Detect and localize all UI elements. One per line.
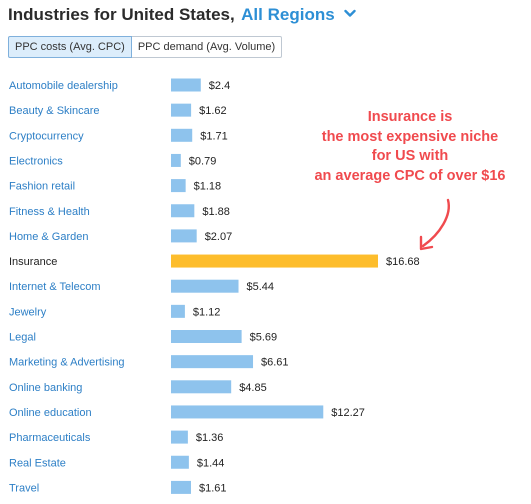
category-label-beauty-skincare[interactable]: Beauty & Skincare	[9, 105, 100, 117]
bar-internet-telecom	[171, 279, 239, 293]
value-label-real-estate: $1.44	[197, 457, 225, 469]
category-label-electronics[interactable]: Electronics	[9, 155, 63, 167]
bar-fashion-retail	[171, 179, 186, 193]
bar-pharmaceuticals	[171, 430, 188, 444]
category-label-automobile-dealership[interactable]: Automobile dealership	[9, 80, 118, 92]
value-label-insurance: $16.68	[386, 256, 420, 268]
value-label-home-garden: $2.07	[205, 231, 233, 243]
category-label-real-estate[interactable]: Real Estate	[9, 457, 66, 469]
category-label-internet-telecom[interactable]: Internet & Telecom	[9, 281, 101, 293]
category-label-online-education[interactable]: Online education	[9, 407, 92, 419]
bar-marketing-advertising	[171, 355, 254, 369]
bar-electronics	[171, 153, 181, 167]
category-label-online-banking[interactable]: Online banking	[9, 382, 82, 394]
value-label-fashion-retail: $1.18	[194, 181, 222, 193]
category-label-fashion-retail[interactable]: Fashion retail	[9, 181, 75, 193]
tab-ppc-demand[interactable]: PPC demand (Avg. Volume)	[131, 36, 283, 58]
value-label-online-education: $12.27	[331, 407, 365, 419]
metric-tabs: PPC costs (Avg. CPC) PPC demand (Avg. Vo…	[8, 36, 283, 58]
value-label-marketing-advertising: $6.61	[261, 357, 289, 369]
value-label-cryptocurrency: $1.71	[200, 130, 228, 142]
tab-ppc-costs[interactable]: PPC costs (Avg. CPC)	[8, 36, 132, 58]
value-label-automobile-dealership: $2.4	[209, 80, 230, 92]
page-title: Industries for United States,	[8, 5, 235, 24]
value-label-fitness-health: $1.88	[202, 206, 230, 218]
category-label-pharmaceuticals[interactable]: Pharmaceuticals	[9, 432, 91, 444]
category-label-jewelry[interactable]: Jewelry	[9, 306, 47, 318]
value-label-travel: $1.61	[199, 482, 227, 494]
bar-jewelry	[171, 304, 185, 318]
category-label-travel[interactable]: Travel	[9, 482, 39, 494]
bar-travel	[171, 480, 191, 494]
value-label-electronics: $0.79	[189, 155, 217, 167]
annotation-line: an average CPC of over $16	[314, 167, 506, 184]
bar-legal	[171, 330, 242, 343]
value-label-legal: $5.69	[250, 332, 278, 344]
category-label-insurance: Insurance	[9, 256, 57, 268]
annotation-line: the most expensive niche	[321, 128, 499, 145]
category-label-marketing-advertising[interactable]: Marketing & Advertising	[9, 357, 125, 369]
bar-automobile-dealership	[171, 78, 201, 92]
category-label-fitness-health[interactable]: Fitness & Health	[9, 206, 90, 218]
value-label-internet-telecom: $5.44	[247, 281, 275, 293]
category-label-cryptocurrency[interactable]: Cryptocurrency	[9, 130, 84, 142]
bar-real-estate	[171, 455, 189, 469]
bar-beauty-skincare	[171, 103, 192, 117]
value-label-beauty-skincare: $1.62	[199, 105, 227, 117]
value-label-online-banking: $4.85	[239, 382, 267, 394]
bar-online-banking	[171, 380, 232, 394]
annotation-line: Insurance is	[367, 109, 453, 125]
chevron-down-icon[interactable]	[344, 5, 356, 23]
value-label-jewelry: $1.12	[193, 306, 221, 318]
category-label-legal[interactable]: Legal	[9, 332, 36, 344]
value-label-pharmaceuticals: $1.36	[196, 432, 224, 444]
bar-online-education	[171, 405, 324, 419]
bar-home-garden	[171, 229, 197, 243]
page-header: Industries for United States, All Region…	[8, 5, 356, 29]
bar-cryptocurrency	[171, 128, 193, 142]
bar-fitness-health	[171, 204, 195, 218]
all-regions-link[interactable]: All Regions	[241, 5, 335, 24]
insurance-annotation: Insurance is the most expensive niche fo…	[290, 108, 530, 186]
bar-insurance	[171, 254, 378, 268]
annotation-line: for US with	[371, 148, 449, 164]
category-label-home-garden[interactable]: Home & Garden	[9, 231, 88, 243]
